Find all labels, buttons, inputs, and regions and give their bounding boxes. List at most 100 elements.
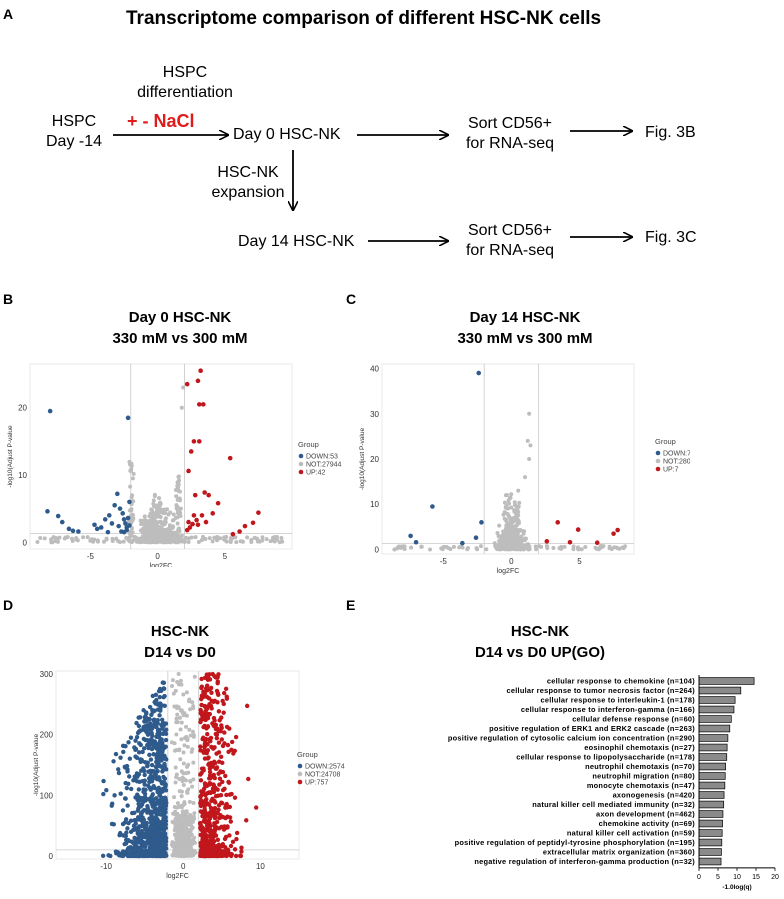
point-up bbox=[211, 842, 216, 848]
point-not bbox=[181, 750, 186, 755]
point-not bbox=[501, 533, 506, 538]
point-up bbox=[220, 852, 225, 858]
point-up bbox=[205, 716, 211, 721]
point-not bbox=[181, 847, 186, 852]
point-up bbox=[239, 845, 244, 850]
point-down bbox=[132, 817, 138, 823]
point-up bbox=[223, 825, 228, 831]
point-down bbox=[163, 806, 168, 812]
point-down bbox=[131, 841, 136, 846]
point-up bbox=[220, 779, 225, 785]
point-down bbox=[156, 775, 162, 780]
point-down bbox=[149, 746, 155, 752]
point-down bbox=[145, 828, 150, 834]
point-not bbox=[507, 495, 512, 500]
point-up bbox=[205, 741, 210, 747]
point-up bbox=[221, 690, 227, 696]
point-up bbox=[207, 677, 213, 682]
point-not bbox=[183, 817, 188, 822]
y-tick-label: 100 bbox=[40, 791, 54, 800]
point-not bbox=[175, 712, 180, 717]
point-down bbox=[141, 807, 147, 813]
point-up bbox=[226, 749, 231, 755]
go-term-label: cellular response to chemokine (n=104) bbox=[547, 677, 695, 686]
point-down bbox=[157, 787, 163, 793]
point-not bbox=[55, 539, 60, 544]
point-down bbox=[430, 504, 435, 509]
bar bbox=[698, 791, 725, 799]
legend-entry: NOT:27944 bbox=[306, 462, 342, 469]
y-tick-label: 0 bbox=[23, 538, 28, 547]
point-down bbox=[146, 853, 152, 859]
point-down bbox=[100, 853, 106, 858]
panel-b-title: Day 0 HSC-NK 330 mM vs 300 mM bbox=[80, 307, 280, 349]
point-not bbox=[228, 540, 233, 545]
point-not bbox=[181, 713, 186, 718]
point-up bbox=[201, 402, 206, 407]
point-down bbox=[111, 759, 116, 764]
y-tick-label: 0 bbox=[375, 545, 380, 554]
point-down bbox=[116, 767, 121, 772]
point-down bbox=[159, 831, 165, 837]
point-not bbox=[145, 528, 150, 533]
point-not bbox=[188, 733, 193, 738]
point-not bbox=[409, 545, 414, 550]
point-not bbox=[174, 732, 179, 737]
point-up bbox=[207, 839, 213, 844]
point-not bbox=[180, 779, 185, 784]
point-down bbox=[94, 526, 100, 532]
point-not bbox=[175, 801, 180, 806]
point-not bbox=[151, 498, 156, 503]
point-down bbox=[158, 708, 163, 713]
y-tick-label: 10 bbox=[370, 500, 379, 509]
point-not bbox=[158, 519, 163, 524]
point-not bbox=[498, 545, 503, 550]
point-up bbox=[216, 740, 222, 745]
point-not bbox=[179, 405, 184, 410]
point-not bbox=[493, 544, 498, 549]
go-term-label: positive regulation of ERK1 and ERK2 cas… bbox=[489, 724, 695, 733]
series-not-points bbox=[169, 672, 198, 858]
series-not-points bbox=[392, 411, 628, 552]
point-down bbox=[136, 787, 142, 792]
point-not bbox=[187, 727, 192, 732]
point-not bbox=[140, 526, 145, 531]
bar bbox=[698, 829, 723, 837]
point-not bbox=[191, 777, 196, 782]
point-not bbox=[506, 533, 511, 538]
point-down bbox=[117, 506, 123, 511]
sort-bottom-line2: for RNA-seq bbox=[465, 242, 555, 259]
point-down bbox=[101, 791, 106, 797]
point-up bbox=[210, 511, 216, 516]
hspc-start-line1: HSPC bbox=[51, 113, 97, 130]
point-down bbox=[164, 757, 169, 762]
point-down bbox=[123, 780, 128, 786]
point-not bbox=[153, 519, 158, 524]
point-not bbox=[583, 545, 588, 550]
point-not bbox=[222, 537, 227, 542]
x-tick-label: 0 bbox=[509, 557, 514, 566]
point-up bbox=[198, 772, 203, 777]
point-not bbox=[178, 506, 183, 511]
point-down bbox=[413, 539, 419, 545]
point-not bbox=[509, 492, 514, 497]
point-not bbox=[623, 544, 628, 549]
point-not bbox=[478, 544, 483, 549]
point-down bbox=[120, 821, 126, 827]
point-not bbox=[188, 779, 193, 784]
legend-entry: NOT:24708 bbox=[305, 772, 341, 779]
bar bbox=[698, 857, 722, 866]
y-tick-label: 200 bbox=[40, 731, 54, 740]
panel-d-title-line2: D14 vs D0 bbox=[144, 644, 216, 661]
panel-b-title-line2: 330 mM vs 300 mM bbox=[112, 330, 248, 347]
point-down bbox=[163, 825, 169, 831]
point-not bbox=[188, 707, 193, 712]
point-down bbox=[147, 845, 153, 850]
point-down bbox=[152, 785, 157, 791]
legend-title: Group bbox=[655, 437, 676, 446]
point-not bbox=[506, 514, 511, 519]
point-up bbox=[199, 840, 204, 845]
point-up bbox=[205, 748, 211, 753]
bar bbox=[698, 838, 723, 847]
point-not bbox=[272, 539, 277, 544]
